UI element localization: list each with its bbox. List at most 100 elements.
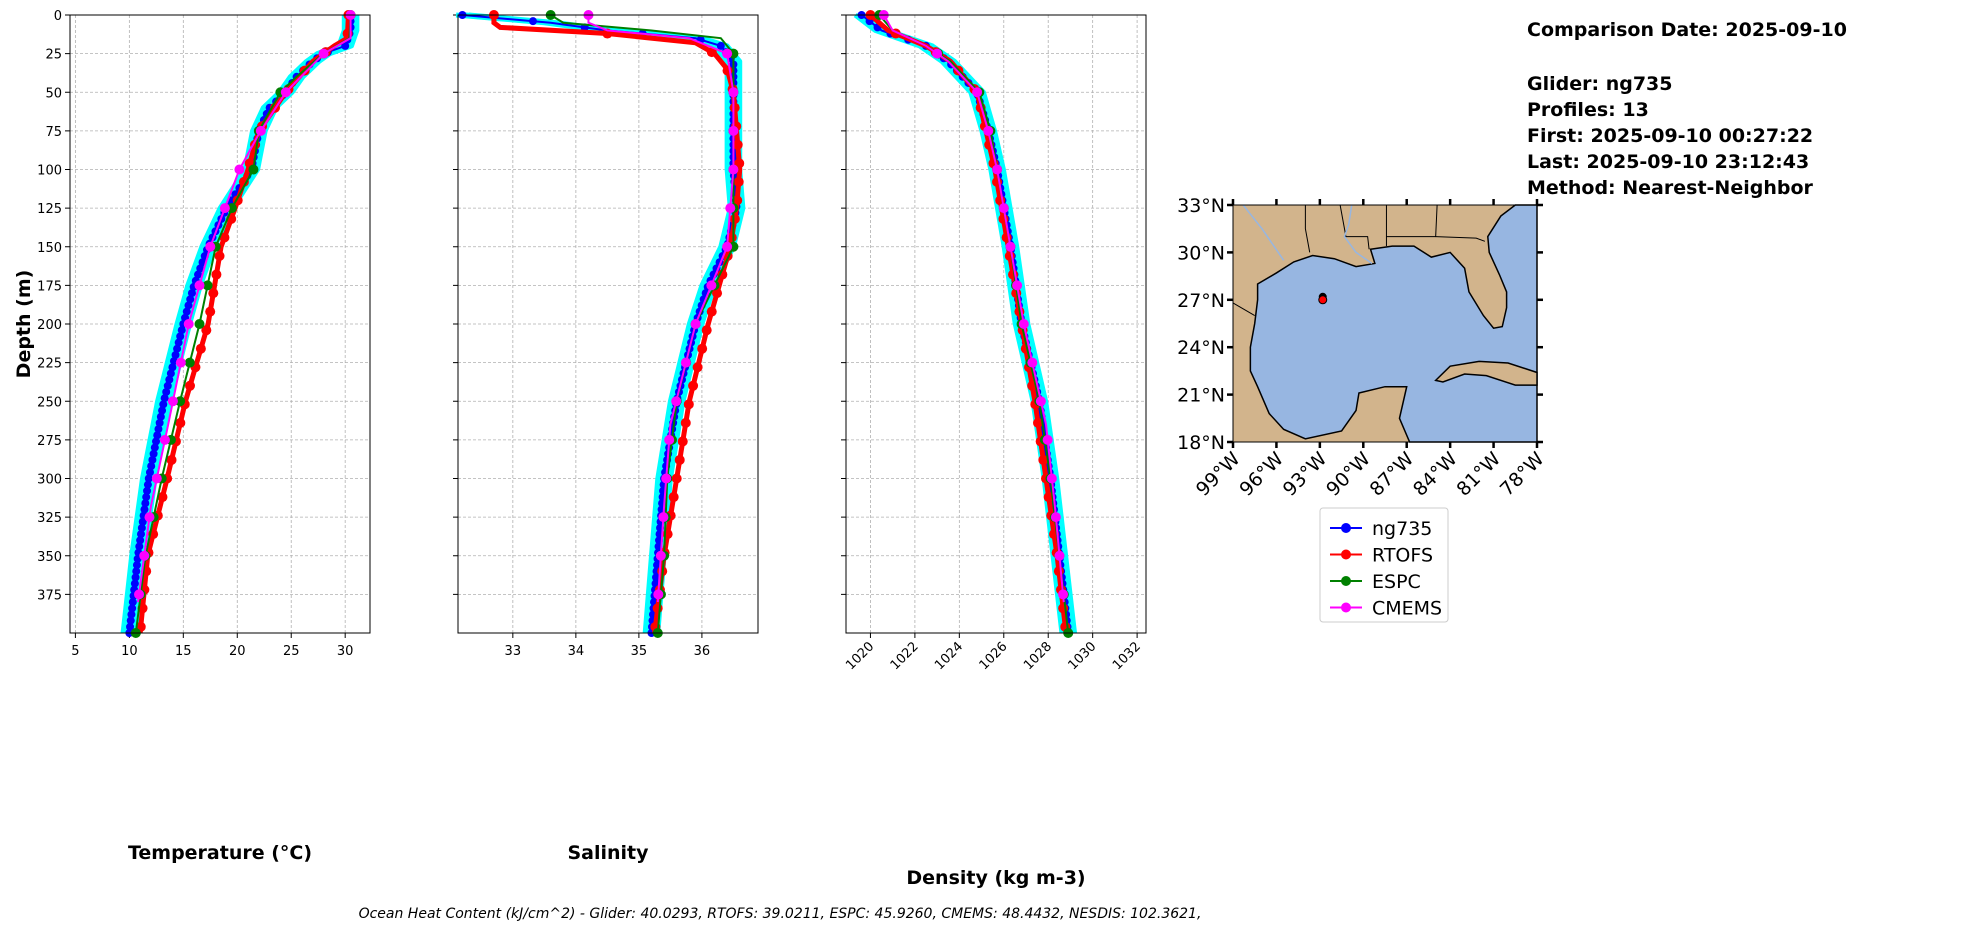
data-point-ng735 xyxy=(128,598,137,607)
data-point-RTOFS xyxy=(701,325,712,336)
axes-frame xyxy=(845,14,1147,634)
data-point-CMEMS xyxy=(658,512,669,523)
data-point-CMEMS xyxy=(653,589,664,600)
data-point-ng735 xyxy=(150,443,159,452)
x-tick-label: 25 xyxy=(283,644,300,659)
data-point-CMEMS xyxy=(194,280,205,291)
data-point-CMEMS xyxy=(1027,357,1038,368)
data-point-RTOFS xyxy=(214,251,225,262)
legend-marker-RTOFS xyxy=(1341,549,1351,560)
data-point-ESPC xyxy=(175,396,186,407)
data-point-RTOFS xyxy=(683,399,694,410)
data-point-ESPC xyxy=(226,203,237,214)
last-time: Last: 2025-09-10 23:12:43 xyxy=(1527,151,1809,173)
data-point-ESPC xyxy=(184,357,195,368)
data-point-CMEMS xyxy=(690,319,701,329)
data-point-ng735 xyxy=(186,295,195,304)
first-time: First: 2025-09-10 00:27:22 xyxy=(1527,125,1813,147)
y-tick-label: 275 xyxy=(37,434,62,449)
data-point-CMEMS xyxy=(255,125,266,136)
data-point-RTOFS xyxy=(729,102,740,113)
data-point-ng735 xyxy=(162,387,171,396)
data-point-CMEMS xyxy=(1042,434,1053,445)
data-point-RTOFS xyxy=(157,492,168,503)
lat-tick-label: 27°N xyxy=(1177,290,1225,312)
map-frame xyxy=(1232,204,1538,443)
data-point-CMEMS xyxy=(1035,396,1046,407)
data-point-ng735 xyxy=(652,573,661,582)
data-point-RTOFS xyxy=(733,176,744,187)
data-point-ng735 xyxy=(716,41,725,50)
legend-marker-CMEMS xyxy=(1341,602,1351,613)
data-point-RTOFS xyxy=(166,454,177,465)
y-tick-label: 325 xyxy=(37,511,62,526)
data-point-RTOFS xyxy=(238,176,249,187)
x-tick-label: 1028 xyxy=(1021,639,1055,673)
data-point-RTOFS xyxy=(652,603,663,614)
data-point-ng735 xyxy=(131,573,140,582)
y-tick-label: 100 xyxy=(37,164,62,179)
data-point-ng735 xyxy=(126,616,135,625)
series-line-CMEMS xyxy=(136,15,352,603)
state-border xyxy=(1232,302,1255,317)
y-tick-label: 0 xyxy=(54,9,62,24)
data-point-ng735 xyxy=(149,449,158,458)
data-point-RTOFS xyxy=(211,269,222,280)
x-tick-label: 1022 xyxy=(888,639,922,673)
data-point-CMEMS xyxy=(992,164,1003,175)
ocean-heat-content-footer: Ocean Heat Content (kJ/cm^2) - Glider: 4… xyxy=(359,906,1202,922)
state-border xyxy=(1304,205,1311,253)
data-point-CMEMS xyxy=(134,589,145,600)
data-point-ng735 xyxy=(187,289,196,298)
lat-tick-label: 21°N xyxy=(1177,385,1225,407)
profile-count: Profiles: 13 xyxy=(1527,99,1649,121)
data-point-CMEMS xyxy=(1012,280,1023,291)
y-tick-label: 175 xyxy=(37,279,62,294)
data-point-ng735 xyxy=(143,486,152,495)
series-RTOFS xyxy=(488,10,745,634)
method: Method: Nearest-Neighbor xyxy=(1527,177,1813,199)
data-point-CMEMS xyxy=(725,203,736,214)
data-point-ng735 xyxy=(138,517,147,526)
data-point-ng735 xyxy=(144,474,153,483)
data-point-CMEMS xyxy=(680,357,691,368)
y-tick-label: 250 xyxy=(37,395,62,410)
data-point-ng735 xyxy=(152,437,161,446)
data-point-CMEMS xyxy=(972,87,983,98)
data-point-RTOFS xyxy=(195,343,206,354)
legend-label-ESPC: ESPC xyxy=(1372,571,1421,593)
comparison-date: Comparison Date: 2025-09-10 xyxy=(1527,19,1847,41)
data-point-CMEMS xyxy=(234,164,245,175)
data-point-RTOFS xyxy=(717,269,728,280)
y-tick-label: 225 xyxy=(37,357,62,372)
data-point-CMEMS xyxy=(183,319,194,329)
data-point-RTOFS xyxy=(185,380,195,391)
data-point-ng735 xyxy=(171,350,180,359)
data-point-ng735 xyxy=(142,493,151,502)
y-tick-label: 350 xyxy=(37,550,62,565)
data-point-ng735 xyxy=(653,561,662,570)
x-axis-label-density: Density (kg m-3) xyxy=(906,867,1085,889)
data-point-CMEMS xyxy=(671,396,682,407)
data-point-RTOFS xyxy=(729,213,740,224)
data-point-ng735 xyxy=(163,381,172,390)
data-point-ESPC xyxy=(248,164,259,175)
x-tick-label: 15 xyxy=(175,644,192,659)
x-tick-label: 34 xyxy=(568,644,585,659)
legend-marker-ng735 xyxy=(1341,523,1351,533)
x-tick-label: 20 xyxy=(229,644,246,659)
data-point-ng735 xyxy=(155,418,164,427)
legend-box xyxy=(1319,507,1449,623)
x-tick-label: 5 xyxy=(71,644,79,659)
data-point-RTOFS xyxy=(671,473,682,484)
data-point-RTOFS xyxy=(201,325,212,336)
y-tick-label: 300 xyxy=(37,473,62,488)
data-point-RTOFS xyxy=(1033,417,1043,428)
data-point-ng735 xyxy=(196,264,205,273)
data-point-ng735 xyxy=(137,530,146,539)
profile-panel-0: 5 10 15 20 25 3002550751001251501752002252502… xyxy=(37,9,371,659)
x-tick-label: 1020 xyxy=(843,639,877,673)
data-point-CMEMS xyxy=(1054,550,1065,561)
data-point-CMEMS xyxy=(318,48,329,59)
data-point-CMEMS xyxy=(1050,512,1061,523)
